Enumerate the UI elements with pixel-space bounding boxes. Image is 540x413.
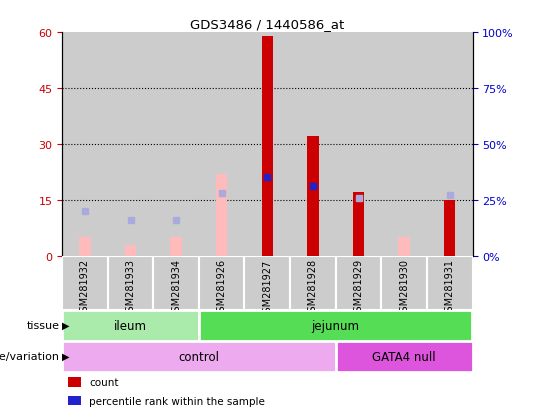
Bar (79, 237, 91, 256)
Bar (62, 256, 107, 310)
Title: GDS3486 / 1440586_at: GDS3486 / 1440586_at (190, 17, 345, 31)
Text: GSM281934: GSM281934 (171, 259, 181, 318)
Bar (153, 256, 199, 310)
Bar (427, 256, 472, 310)
Text: percentile rank within the sample: percentile rank within the sample (89, 396, 265, 406)
Bar (381, 33, 427, 256)
Bar (171, 237, 182, 256)
Bar (125, 245, 136, 256)
Text: genotype/variation: genotype/variation (0, 351, 59, 361)
Bar (62, 310, 199, 341)
Text: GATA4 null: GATA4 null (372, 350, 436, 363)
Bar (307, 137, 319, 256)
Text: count: count (89, 377, 119, 387)
Bar (153, 33, 199, 256)
Text: control: control (178, 350, 219, 363)
Bar (336, 341, 472, 372)
Bar (216, 174, 227, 256)
Bar (336, 256, 381, 310)
Text: jejunum: jejunum (312, 319, 360, 332)
Bar (107, 256, 153, 310)
Bar (199, 310, 472, 341)
Bar (261, 37, 273, 256)
Bar (245, 256, 290, 310)
Bar (444, 200, 455, 256)
Text: GSM281927: GSM281927 (262, 259, 272, 318)
Bar (290, 33, 336, 256)
Bar (427, 33, 472, 256)
Bar (245, 33, 290, 256)
Bar (381, 256, 427, 310)
Text: ileum: ileum (114, 319, 147, 332)
Bar (199, 256, 245, 310)
Text: GSM281926: GSM281926 (217, 259, 227, 318)
Text: GSM281929: GSM281929 (354, 259, 363, 318)
Text: tissue: tissue (26, 320, 59, 330)
Bar (199, 33, 245, 256)
Bar (399, 237, 410, 256)
Text: GSM281930: GSM281930 (399, 259, 409, 318)
Text: GSM281931: GSM281931 (445, 259, 455, 318)
Bar (290, 256, 336, 310)
Bar (62, 33, 107, 256)
Bar (62, 341, 336, 372)
Text: GSM281933: GSM281933 (125, 259, 136, 318)
Bar (336, 33, 381, 256)
Bar (353, 193, 364, 256)
Text: ▶: ▶ (62, 320, 70, 330)
Text: GSM281928: GSM281928 (308, 259, 318, 318)
Bar (107, 33, 153, 256)
Text: GSM281932: GSM281932 (80, 259, 90, 318)
Text: ▶: ▶ (62, 351, 70, 361)
